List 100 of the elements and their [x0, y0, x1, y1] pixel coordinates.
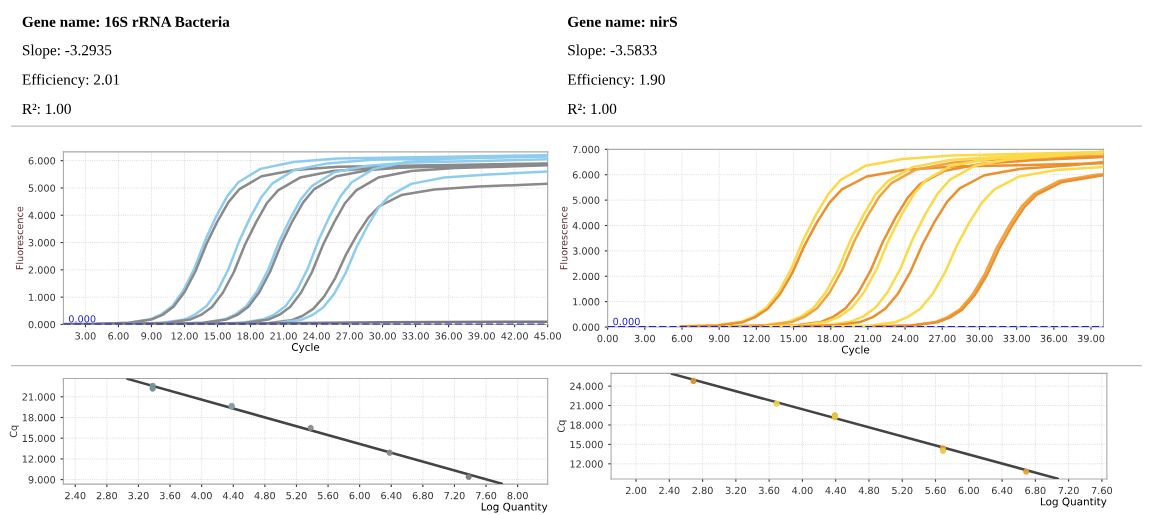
x-tick-label: 7.60 — [1091, 486, 1113, 495]
y-axis-title: Cq — [9, 425, 19, 438]
x-tick-label: 6.80 — [412, 491, 434, 500]
x-tick-label: 42.00 — [501, 332, 528, 340]
y-tick-label: 15.000 — [570, 440, 603, 449]
y-tick-label: 18.000 — [570, 421, 603, 429]
x-tick-label: 6.00 — [671, 334, 693, 343]
y-tick-label: 2.000 — [28, 266, 56, 274]
x-tick-label: 15.00 — [780, 334, 807, 343]
y-tick-label: 5.000 — [572, 196, 600, 204]
y-tick-label: 6.000 — [572, 171, 600, 179]
x-tick-label: 5.60 — [925, 486, 946, 495]
chart-title: Gene name: nirS — [568, 16, 677, 28]
x-axis-title: Log Quantity — [1040, 497, 1107, 508]
x-tick-label: 6.00 — [958, 486, 979, 495]
y-tick-label: 3.000 — [572, 247, 600, 255]
y-tick-label: 2.000 — [572, 272, 600, 281]
x-tick-label: 7.20 — [444, 491, 465, 500]
x-tick-label: 4.40 — [222, 491, 244, 500]
x-tick-label: 6.00 — [349, 491, 370, 500]
y-tick-label: 5.000 — [28, 184, 56, 192]
x-tick-label: 30.00 — [966, 334, 993, 343]
x-tick-label: 45.00 — [534, 332, 561, 340]
x-tick-label: 15.00 — [204, 332, 231, 340]
ref-line-label: 0.000 — [68, 315, 96, 323]
y-tick-label: 12.000 — [570, 460, 603, 468]
x-tick-label: 39.00 — [1077, 334, 1105, 343]
x-tick-label: 3.00 — [75, 332, 96, 340]
text: R²: 1.00 — [22, 103, 71, 115]
x-tick-label: 3.20 — [725, 486, 747, 495]
y-axis-title: Cq — [557, 420, 567, 433]
x-tick-label: 30.00 — [369, 332, 396, 340]
y-tick-label: 1.000 — [29, 293, 56, 301]
y-tick-label: 18.000 — [22, 413, 56, 422]
x-tick-label: 9.00 — [708, 334, 730, 343]
x-tick-label: 39.00 — [468, 332, 495, 340]
y-tick-label: 21.000 — [22, 393, 56, 401]
x-tick-label: 36.00 — [435, 332, 462, 340]
x-tick-label: 6.80 — [1025, 486, 1046, 495]
y-tick-label: 4.000 — [28, 211, 56, 220]
x-axis-title: Cycle — [291, 342, 320, 353]
x-tick-label: 5.20 — [286, 491, 307, 500]
x-tick-label: 12.00 — [743, 334, 770, 343]
x-tick-label: 6.00 — [108, 332, 129, 340]
x-tick-label: 27.00 — [336, 332, 363, 340]
x-tick-label: 36.00 — [1040, 334, 1068, 343]
text: Slope: -3.5833 — [568, 44, 657, 59]
y-tick-label: 7.000 — [572, 145, 600, 154]
x-tick-label: 4.80 — [254, 491, 276, 500]
y-tick-label: 4.000 — [572, 221, 600, 230]
x-tick-label: 6.40 — [991, 486, 1013, 495]
x-tick-label: 4.40 — [825, 486, 846, 495]
x-tick-label: 7.20 — [1058, 486, 1079, 495]
x-tick-label: 2.80 — [96, 491, 118, 500]
text: Efficiency: 2.01 — [22, 73, 120, 88]
x-tick-label: 2.40 — [659, 486, 680, 495]
y-tick-label: 12.000 — [22, 455, 56, 463]
y-tick-label: 24.000 — [570, 382, 603, 390]
x-tick-label: 33.00 — [402, 332, 429, 340]
x-tick-label: 2.80 — [692, 486, 713, 495]
x-tick-label: 24.00 — [303, 332, 330, 340]
x-tick-label: 8.00 — [507, 491, 528, 500]
x-tick-label: 4.00 — [792, 486, 813, 495]
x-tick-label: 5.20 — [892, 486, 913, 495]
x-tick-label: 21.00 — [854, 334, 882, 343]
x-tick-label: 4.80 — [858, 486, 880, 495]
x-tick-label: 3.60 — [159, 491, 181, 500]
y-tick-label: 15.000 — [22, 434, 56, 443]
text: Efficiency: 1.90 — [567, 73, 665, 88]
y-tick-label: 1.000 — [573, 298, 600, 306]
x-tick-label: 27.00 — [929, 334, 956, 343]
x-tick-label: 0.00 — [597, 334, 618, 343]
x-tick-label: 2.40 — [65, 491, 86, 500]
x-tick-label: 5.60 — [317, 491, 339, 500]
x-tick-label: 12.00 — [171, 332, 198, 340]
x-tick-label: 3.20 — [128, 491, 149, 500]
x-axis-title: Log Quantity — [481, 502, 548, 513]
x-tick-label: 3.00 — [634, 334, 655, 343]
text: R²: 1.00 — [567, 103, 617, 115]
y-axis-title: Fluorescence — [15, 206, 24, 270]
x-tick-label: 4.00 — [191, 491, 212, 500]
x-tick-label: 24.00 — [891, 334, 919, 343]
x-tick-label: 9.00 — [141, 332, 162, 340]
chart-title: Gene name: 16S rRNA Bacteria — [22, 16, 230, 28]
x-tick-label: 33.00 — [1003, 334, 1030, 343]
ref-line-label: 0.000 — [613, 317, 640, 326]
text: Slope: -3.2935 — [22, 44, 112, 59]
x-tick-label: 18.00 — [817, 334, 845, 343]
x-tick-label: 6.40 — [381, 491, 402, 500]
x-axis-title: Cycle — [841, 345, 870, 356]
y-tick-label: 0.000 — [28, 320, 56, 329]
x-tick-label: 3.60 — [759, 486, 780, 495]
y-tick-label: 6.000 — [28, 157, 56, 165]
x-tick-label: 18.00 — [237, 332, 264, 340]
y-tick-label: 21.000 — [570, 402, 603, 410]
y-axis-title: Fluorescence — [559, 206, 568, 270]
x-tick-label: 21.00 — [270, 332, 297, 340]
y-tick-label: 0.000 — [572, 323, 600, 331]
x-tick-label: 2.00 — [625, 486, 647, 495]
y-tick-label: 9.000 — [28, 476, 56, 484]
